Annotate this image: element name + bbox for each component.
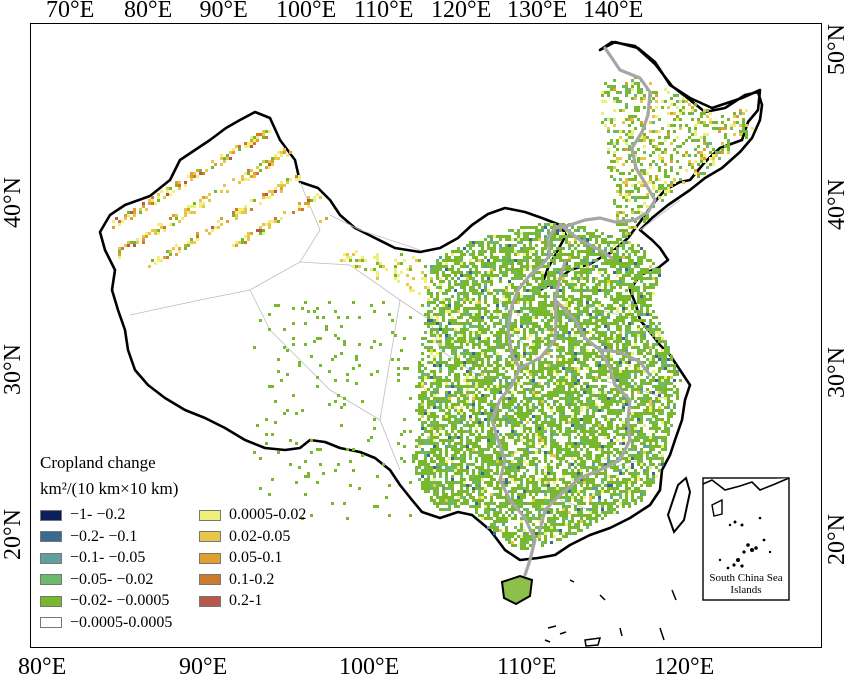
inset-label: South China Sea Islands — [709, 572, 783, 596]
taiwan-island — [666, 476, 692, 534]
agricultural-zone-lines — [490, 46, 657, 577]
legend-unit: km²/(10 km×10 km) — [40, 479, 179, 498]
top-lon-tick: 100°E — [276, 0, 337, 23]
bottom-lon-tick: 80°E — [18, 654, 67, 680]
legend-swatch — [40, 595, 62, 607]
legend-label: −0.2- −0.1 — [70, 527, 138, 545]
legend-item: −0.02- −0.0005 — [40, 592, 169, 610]
top-lon-tick: 110°E — [354, 0, 414, 23]
legend-item: 0.2-1 — [199, 592, 262, 610]
legend-label: −0.02- −0.0005 — [70, 592, 170, 609]
legend-swatch — [40, 509, 62, 521]
legend-item: 0.05-0.1 — [199, 549, 282, 567]
south-china-sea-inset — [702, 477, 790, 601]
bottom-lon-tick: 90°E — [179, 654, 228, 680]
legend-item: −1- −0.2 — [40, 506, 125, 524]
legend-swatch — [199, 509, 221, 521]
legend-swatch — [199, 574, 221, 585]
legend-item: −0.05- −0.02 — [40, 571, 153, 589]
bottom-lon-tick: 100°E — [339, 654, 400, 680]
top-lon-tick: 70°E — [46, 0, 95, 23]
top-lon-tick: 140°E — [583, 0, 644, 23]
legend-swatch — [40, 552, 62, 564]
legend-label: −1- −0.2 — [70, 506, 126, 523]
legend-label: −0.0005-0.0005 — [70, 613, 173, 631]
legend-swatch — [40, 531, 62, 542]
legend-item: −0.1- −0.05 — [40, 549, 145, 567]
legend-swatch — [199, 595, 221, 607]
cropland-change-cells — [112, 76, 754, 550]
hainan-island — [500, 574, 534, 606]
top-lon-tick: 120°E — [431, 0, 492, 23]
bottom-lon-tick: 110°E — [497, 654, 557, 680]
top-lon-tick: 90°E — [199, 0, 248, 23]
top-lon-tick: 130°E — [507, 0, 568, 23]
legend-label: 0.05-0.1 — [229, 549, 283, 566]
legend-item: 0.02-0.05 — [199, 528, 290, 546]
legend-label: 0.0005-0.02 — [229, 506, 307, 523]
legend-item: 0.0005-0.02 — [199, 506, 306, 524]
legend-swatch — [199, 552, 221, 564]
legend-label: 0.02-0.05 — [229, 527, 291, 545]
legend-swatch — [40, 574, 62, 585]
legend-label: −0.05- −0.02 — [70, 570, 154, 588]
bottom-lon-tick: 120°E — [654, 654, 715, 680]
legend-title: Cropland change — [40, 453, 156, 472]
map-frame — [30, 23, 822, 648]
legend-swatch — [199, 531, 221, 542]
legend-swatch — [40, 617, 62, 628]
legend-label: 0.1-0.2 — [229, 570, 275, 588]
legend-label: −0.1- −0.05 — [70, 549, 146, 566]
south-sea-islands-marks — [544, 579, 677, 647]
legend-label: 0.2-1 — [229, 592, 263, 609]
legend-item: 0.1-0.2 — [199, 571, 274, 589]
legend-item: −0.2- −0.1 — [40, 528, 137, 546]
legend-item: −0.0005-0.0005 — [40, 614, 172, 632]
top-lon-tick: 80°E — [124, 0, 173, 23]
